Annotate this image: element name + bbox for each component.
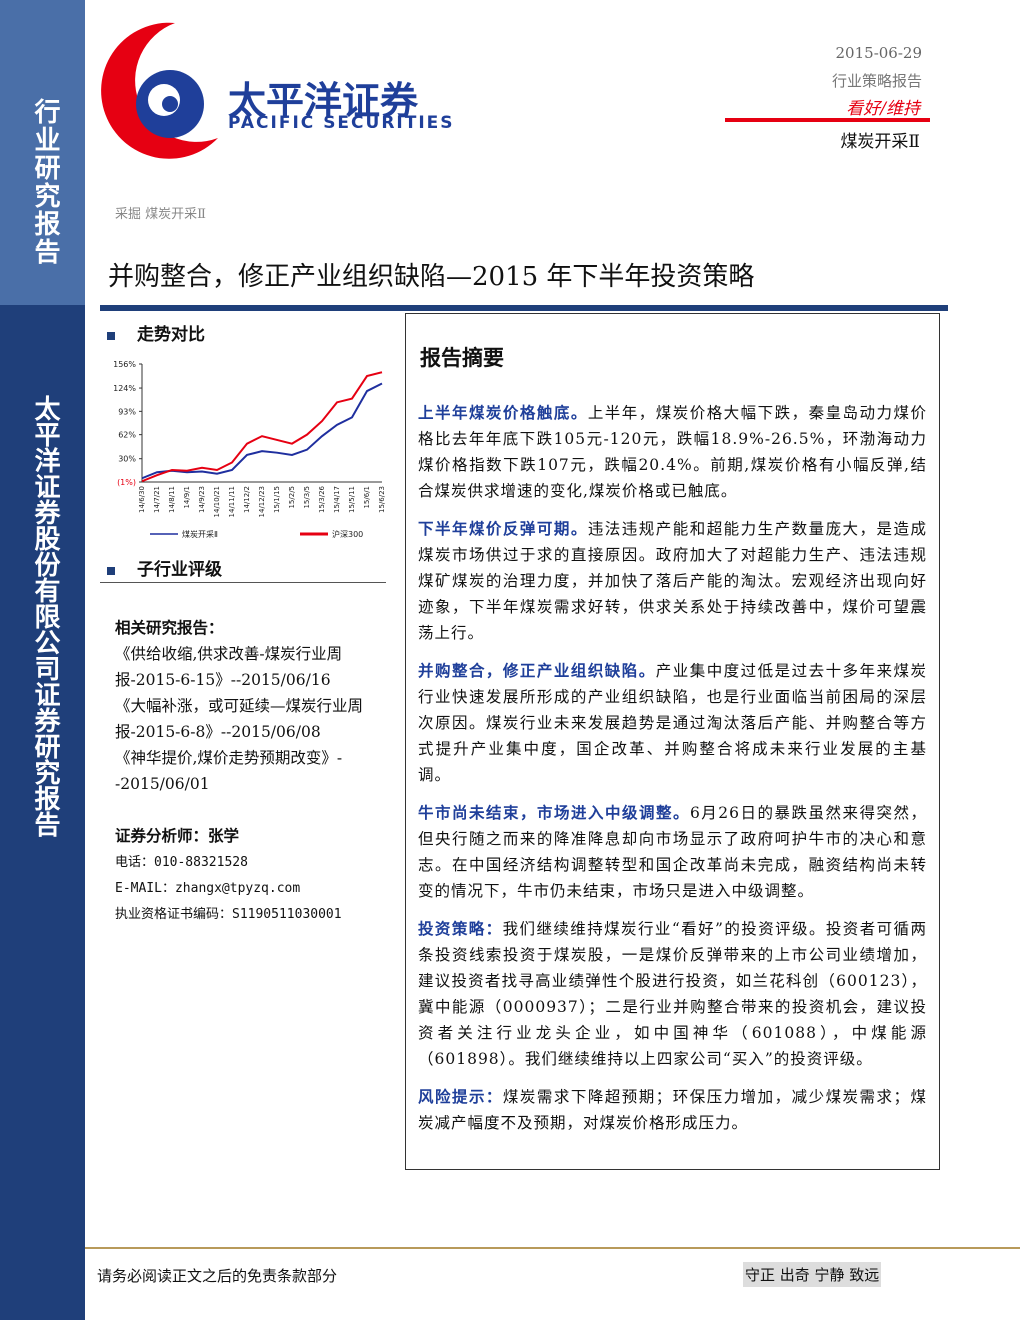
analyst-cert: 执业资格证书编码：S1190511030001 xyxy=(115,907,342,922)
sidebar-label: 行业研究报告 xyxy=(30,98,60,266)
sidebar-top xyxy=(0,0,85,305)
paragraph-lead: 风险提示： xyxy=(418,1087,503,1106)
logo-mark xyxy=(101,22,218,159)
paragraph-text: 我们继续维持煤炭行业“看好”的投资评级。投资者可循两条投资线索投资于煤炭股，一是… xyxy=(418,920,927,1068)
logo-cn: 太平洋证券 xyxy=(228,79,419,123)
x-tick-label: 15/1/15 xyxy=(273,486,281,513)
x-tick-label: 14/6/30 xyxy=(138,486,146,513)
paragraph-text: 煤炭需求下降超预期；环保压力增加，减少煤炭需求；煤炭减产幅度不及预期，对煤炭价格… xyxy=(418,1088,927,1132)
analyst-email: E-MAIL：zhangx@tpyzq.com xyxy=(115,881,301,896)
section-heading: 走势对比 xyxy=(107,320,205,345)
summary-paragraph: 并购整合，修正产业组织缺陷。产业集中度过低是过去十多年来煤炭行业快速发展所形成的… xyxy=(418,658,927,788)
legend-label: 沪深300 xyxy=(332,529,363,539)
analyst: 证券分析师：张学 电话：010-88321528 E-MAIL：zhangx@t… xyxy=(115,822,405,928)
x-tick-label: 14/9/1 xyxy=(183,486,191,509)
industry: 煤炭开采Ⅱ xyxy=(840,132,920,152)
y-tick-label: 124% xyxy=(113,384,136,393)
divider xyxy=(100,582,386,583)
summary-heading: 报告摘要 xyxy=(420,345,504,370)
paragraph-lead: 牛市尚未结束，市场进入中级调整。 xyxy=(418,803,690,822)
disclaimer: 请务必阅读正文之后的免责条款部分 xyxy=(97,1267,338,1285)
logo-en: PACIFIC SECURITIES xyxy=(228,113,455,133)
series-line xyxy=(141,382,383,480)
related-item: 《供给收缩,供求改善-煤炭行业周报-2015-6-15》--2015/06/16 xyxy=(115,645,343,689)
x-tick-label: 15/3/5 xyxy=(303,486,311,509)
sidebar-company: 太平洋证券股份有限公司证券研究报告 xyxy=(30,395,60,837)
x-tick-label: 14/8/11 xyxy=(168,486,176,513)
x-tick-label: 14/7/21 xyxy=(153,486,161,513)
x-tick-label: 14/10/21 xyxy=(213,486,221,517)
rating: 看好/维持 xyxy=(846,99,920,119)
report-title: 并购整合，修正产业组织缺陷—2015 年下半年投资策略 xyxy=(108,262,755,292)
x-tick-label: 15/3/26 xyxy=(318,485,326,513)
related-reports: 相关研究报告： 《供给收缩,供求改善-煤炭行业周报-2015-6-15》--20… xyxy=(115,615,383,797)
motto: 守正 出奇 宁静 致远 xyxy=(743,1262,882,1287)
paragraph-text: 6月26日的暴跌虽然来得突然，但央行随之而来的降准降息却向市场显示了政府呵护牛市… xyxy=(418,804,927,900)
breadcrumb: 采掘 煤炭开采Ⅱ xyxy=(115,207,206,222)
report-date: 2015-06-29 xyxy=(835,44,922,62)
y-tick-label: 30% xyxy=(118,455,136,464)
x-tick-label: 14/12/23 xyxy=(258,486,266,517)
paragraph-lead: 投资策略： xyxy=(418,919,503,938)
summary-paragraph: 牛市尚未结束，市场进入中级调整。6月26日的暴跌虽然来得突然，但央行随之而来的降… xyxy=(418,800,927,904)
paragraph-lead: 并购整合，修正产业组织缺陷。 xyxy=(418,661,656,680)
footer-rule xyxy=(85,1247,1020,1249)
sidebar-bottom xyxy=(0,305,85,1320)
paragraph-text: 上半年，煤炭价格大幅下跌，秦皇岛动力煤价格比去年年底下跌105元-120元，跌幅… xyxy=(418,404,927,500)
series-line xyxy=(141,371,383,483)
x-tick-label: 15/5/11 xyxy=(348,486,356,513)
related-heading: 相关研究报告： xyxy=(115,618,224,637)
title-rule xyxy=(100,305,948,311)
x-tick-label: 15/2/5 xyxy=(288,486,296,509)
report-type: 行业策略报告 xyxy=(831,72,922,90)
x-tick-label: 14/9/23 xyxy=(198,486,206,513)
summary-paragraph: 上半年煤炭价格触底。上半年，煤炭价格大幅下跌，秦皇岛动力煤价格比去年年底下跌10… xyxy=(418,400,927,504)
trend-chart: (1%) 30% 62% 93% 124% 156% 14/6/30 14/7/21 14/8/… xyxy=(113,360,386,539)
x-tick-label: 15/4/17 xyxy=(333,486,341,513)
y-tick-label: 156% xyxy=(113,360,136,369)
paragraph-text: 产业集中度过低是过去十多年来煤炭行业快速发展所形成的产业组织缺陷，也是行业面临当… xyxy=(418,662,927,784)
summary-paragraph: 下半年煤价反弹可期。违法违规产能和超能力生产数量庞大，是造成煤炭市场供过于求的直… xyxy=(418,516,927,646)
paragraph-text: 违法违规产能和超能力生产数量庞大，是造成煤炭市场供过于求的直接原因。政府加大了对… xyxy=(418,520,927,642)
related-item: 《神华提价,煤价走势预期改变》--2015/06/01 xyxy=(115,749,343,793)
analyst-phone: 电话：010-88321528 xyxy=(115,855,248,870)
summary-paragraph: 投资策略：我们继续维持煤炭行业“看好”的投资评级。投资者可循两条投资线索投资于煤… xyxy=(418,916,927,1072)
analyst-name: 证券分析师：张学 xyxy=(115,826,240,845)
x-tick-label: 14/11/11 xyxy=(228,486,236,517)
summary-paragraph: 风险提示：煤炭需求下降超预期；环保压力增加，减少煤炭需求；煤炭减产幅度不及预期，… xyxy=(418,1084,927,1136)
rating-rule xyxy=(725,118,930,122)
paragraph-lead: 上半年煤炭价格触底。 xyxy=(418,403,588,422)
y-tick-label: 62% xyxy=(118,431,136,440)
x-tick-label: 15/6/23 xyxy=(378,486,386,513)
legend-label: 煤炭开采Ⅱ xyxy=(182,529,218,539)
section-heading: 子行业评级 xyxy=(107,555,222,580)
y-tick-label: (1%) xyxy=(117,478,136,487)
paragraph-lead: 下半年煤价反弹可期。 xyxy=(418,519,588,538)
x-tick-label: 14/12/2 xyxy=(243,486,251,513)
related-item: 《大幅补涨，或可延续—煤炭行业周报-2015-6-8》--2015/06/08 xyxy=(115,697,364,741)
y-tick-label: 93% xyxy=(118,407,136,416)
summary-box: 报告摘要 上半年煤炭价格触底。上半年，煤炭价格大幅下跌，秦皇岛动力煤价格比去年年… xyxy=(405,313,940,1170)
x-tick-label: 15/6/1 xyxy=(363,486,371,509)
